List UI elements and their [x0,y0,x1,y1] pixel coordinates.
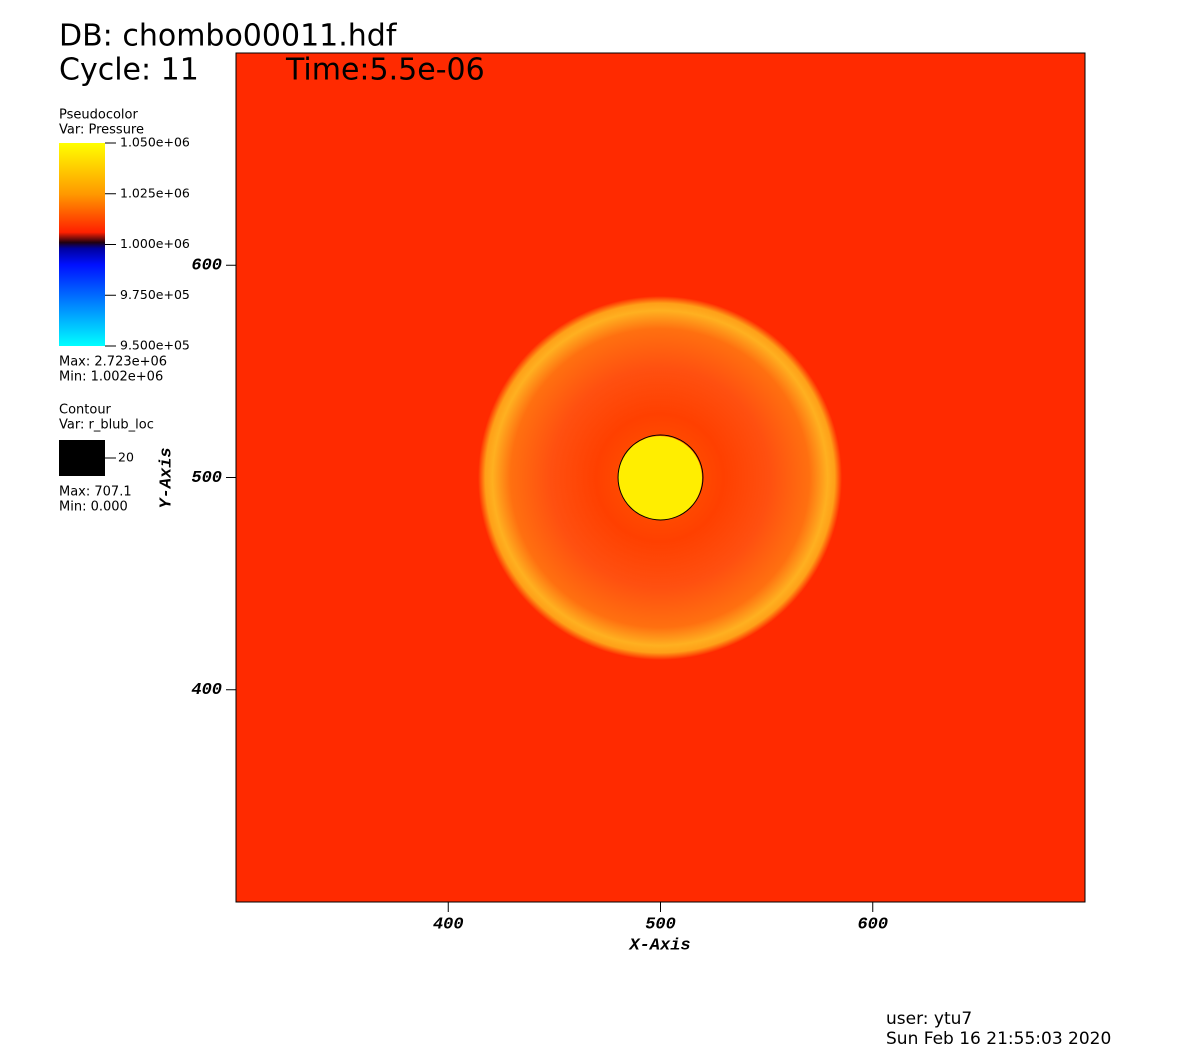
x-tick-label: 600 [857,915,888,934]
contour-level-label: 20 [118,450,134,465]
colorbar-tick-label: 1.000e+06 [120,236,190,251]
contour-swatch [59,440,105,476]
y-tick-label: 400 [191,681,222,700]
y-tick-label: 600 [191,257,222,276]
x-axis-label: X-Axis [628,936,690,955]
title: DB: chombo00011.hdf [59,19,398,54]
legend-var: Var: Pressure [59,123,144,138]
x-tick-label: 400 [433,915,464,934]
legend-min: Min: 0.000 [59,500,128,515]
pressure-core [618,436,702,520]
y-axis-label: Y-Axis [157,447,176,508]
legend-max: Max: 2.723e+06 [59,355,167,370]
time: Time:5.5e-06 [285,53,485,88]
cycle: Cycle: 11 [59,53,199,88]
colorbar-tick-label: 9.750e+05 [120,287,190,302]
date: Sun Feb 16 21:55:03 2020 [886,1029,1111,1049]
legend-plot: Contour [59,403,112,418]
colorbar-tick-label: 9.500e+05 [120,338,190,353]
legend-plot: Pseudocolor [59,108,138,123]
legend-var: Var: r_blub_loc [59,418,154,433]
legend-max: Max: 707.1 [59,485,132,500]
x-tick-label: 500 [645,915,676,934]
colorbar-tick-label: 1.025e+06 [120,185,190,200]
contour-line [617,434,704,521]
user: user: ytu7 [886,1009,972,1029]
legend-min: Min: 1.002e+06 [59,370,163,385]
colorbar [59,143,105,346]
y-tick-label: 500 [191,469,222,488]
colorbar-tick-label: 1.050e+06 [120,135,190,150]
